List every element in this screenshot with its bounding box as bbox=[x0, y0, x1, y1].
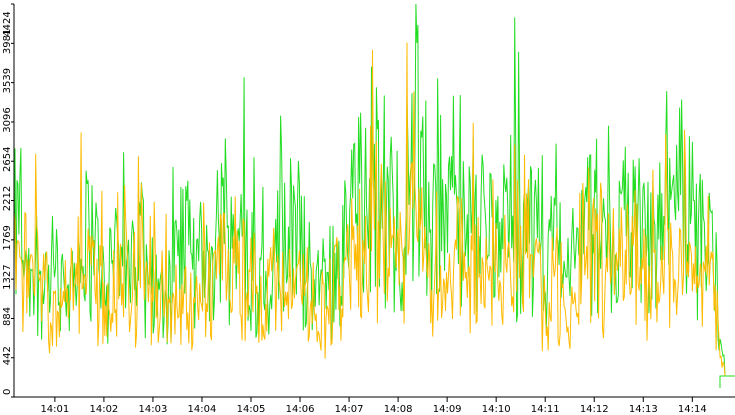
series-line-1 bbox=[13, 42, 726, 377]
x-tick-label: 14:05 bbox=[237, 404, 266, 415]
y-tick-label: 3539 bbox=[2, 68, 13, 93]
y-tick-label: 4424 bbox=[2, 11, 13, 36]
y-tick-label: 884 bbox=[2, 307, 13, 326]
x-tick-label: 14:01 bbox=[40, 404, 69, 415]
x-tick-label: 14:06 bbox=[286, 404, 315, 415]
series-tail-segment bbox=[719, 375, 735, 388]
y-tick-label: 3981 bbox=[2, 29, 13, 54]
y-tick-label: 2654 bbox=[2, 147, 13, 172]
y-tick-label: 1769 bbox=[2, 225, 13, 250]
x-tick-label: 14:04 bbox=[188, 404, 217, 415]
x-tick-label: 14:10 bbox=[482, 404, 511, 415]
x-tick-label: 14:07 bbox=[335, 404, 364, 415]
x-tick-label: 14:14 bbox=[678, 404, 707, 415]
x-tick-label: 14:11 bbox=[531, 404, 560, 415]
x-tick-label: 14:08 bbox=[384, 404, 413, 415]
x-tick-label: 14:09 bbox=[433, 404, 462, 415]
y-tick-label: 1327 bbox=[2, 264, 13, 289]
y-tick-label: 3096 bbox=[2, 107, 13, 132]
y-tick-label: 442 bbox=[2, 346, 13, 365]
x-tick-label: 14:03 bbox=[139, 404, 168, 415]
x-tick-label: 14:02 bbox=[89, 404, 118, 415]
y-tick-label: 2212 bbox=[2, 186, 13, 211]
x-tick-label: 14:13 bbox=[629, 404, 658, 415]
x-tick-label: 14:12 bbox=[580, 404, 609, 415]
x-axis-ticks: 14:01 14:02 14:03 14:04 14:05 14:06 14:07 14:08… bbox=[40, 397, 707, 415]
plot-area bbox=[13, 3, 735, 388]
y-tick-label: 0 bbox=[2, 389, 13, 395]
